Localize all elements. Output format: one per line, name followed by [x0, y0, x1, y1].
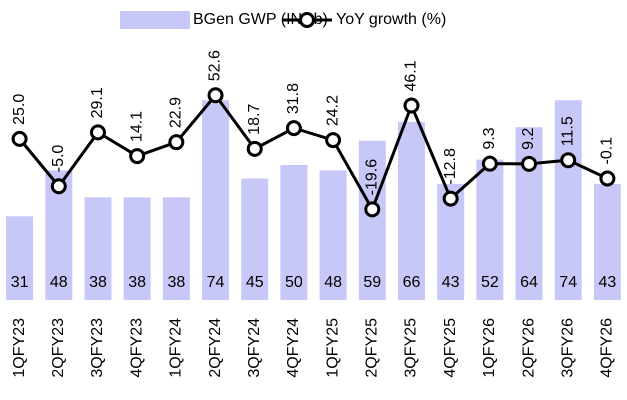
bar-value-label: 59 — [363, 274, 381, 291]
x-tick-label: 2QFY23 — [50, 318, 67, 378]
bar-value-label: 52 — [481, 274, 499, 291]
bar-value-label: 48 — [324, 274, 342, 291]
legend-marker — [299, 12, 315, 28]
x-tick-label: 4QFY26 — [599, 318, 616, 378]
growth-value-label: -5.0 — [50, 145, 67, 173]
bar — [162, 197, 190, 300]
growth-marker — [442, 190, 459, 207]
growth-value-label: -12.8 — [442, 148, 459, 185]
x-tick-label: 3QFY24 — [246, 318, 263, 378]
x-tick-label: 4QFY24 — [285, 318, 302, 378]
x-tick-label: 1QFY23 — [11, 318, 28, 378]
growth-marker — [364, 201, 381, 218]
growth-marker — [89, 124, 106, 141]
growth-marker — [207, 87, 224, 104]
growth-marker — [11, 130, 28, 147]
growth-value-label: 11.5 — [559, 116, 576, 146]
bar-value-label: 43 — [599, 274, 617, 291]
growth-marker — [599, 170, 616, 187]
growth-value-label: 29.1 — [89, 87, 106, 118]
bar-value-label: 64 — [520, 274, 538, 291]
legend-label: YoY growth (%) — [336, 11, 446, 28]
bar-value-label: 43 — [442, 274, 460, 291]
bar-value-label: 48 — [50, 274, 68, 291]
bar — [84, 197, 112, 300]
growth-marker — [560, 152, 577, 169]
legend-swatch — [120, 11, 190, 29]
bar — [6, 216, 34, 300]
bar-value-label: 45 — [246, 274, 264, 291]
bar — [280, 165, 308, 300]
growth-marker — [285, 120, 302, 137]
bar — [476, 159, 504, 300]
bar — [358, 140, 386, 300]
x-tick-label: 2QFY24 — [207, 318, 224, 378]
bar-value-label: 74 — [207, 274, 225, 291]
x-tick-label: 3QFY25 — [403, 318, 420, 378]
growth-value-label: 46.1 — [403, 60, 420, 91]
growth-line — [18, 92, 609, 213]
legend-label: BGen GWP (INRb) — [193, 11, 328, 28]
growth-value-label: 24.2 — [324, 95, 341, 126]
growth-value-label: 25.0 — [11, 94, 28, 125]
growth-marker — [129, 148, 146, 165]
bar-value-label: 38 — [89, 274, 107, 291]
growth-value-label: -0.1 — [599, 137, 616, 165]
growth-value-label: 22.9 — [168, 97, 185, 128]
bar-value-label: 50 — [285, 274, 303, 291]
x-tick-label: 1QFY25 — [324, 318, 341, 378]
growth-marker — [168, 134, 185, 151]
bar — [593, 183, 621, 300]
growth-value-label: 52.6 — [207, 50, 224, 81]
growth-marker — [403, 97, 420, 114]
bar-value-label: 66 — [403, 274, 421, 291]
bar-value-label: 74 — [559, 274, 577, 291]
bar — [202, 100, 230, 300]
bar-value-label: 38 — [128, 274, 146, 291]
growth-marker — [246, 140, 263, 157]
bar — [397, 121, 425, 300]
bar — [554, 100, 582, 300]
bar-value-label: 38 — [167, 274, 185, 291]
growth-value-label: 9.3 — [481, 127, 498, 149]
growth-value-label: 14.1 — [128, 111, 145, 142]
x-tick-label: 1QFY26 — [481, 318, 498, 378]
x-tick-label: 2QFY26 — [520, 318, 537, 378]
bar — [123, 197, 151, 300]
growth-value-label: 31.8 — [285, 83, 302, 114]
x-tick-label: 1QFY24 — [168, 318, 185, 378]
growth-marker — [521, 155, 538, 172]
x-tick-label: 2QFY25 — [364, 318, 381, 378]
bar — [319, 170, 347, 300]
growth-value-label: 9.2 — [520, 127, 537, 149]
x-tick-label: 3QFY26 — [559, 318, 576, 378]
bar — [241, 178, 269, 300]
growth-value-label: -19.6 — [364, 159, 381, 196]
growth-value-label: 18.7 — [246, 104, 263, 135]
growth-marker — [325, 132, 342, 149]
growth-marker — [50, 178, 67, 195]
x-tick-label: 4QFY25 — [442, 318, 459, 378]
x-tick-label: 3QFY23 — [89, 318, 106, 378]
bar-value-label: 31 — [11, 274, 29, 291]
x-tick-label: 4QFY23 — [128, 318, 145, 378]
growth-marker — [481, 155, 498, 172]
